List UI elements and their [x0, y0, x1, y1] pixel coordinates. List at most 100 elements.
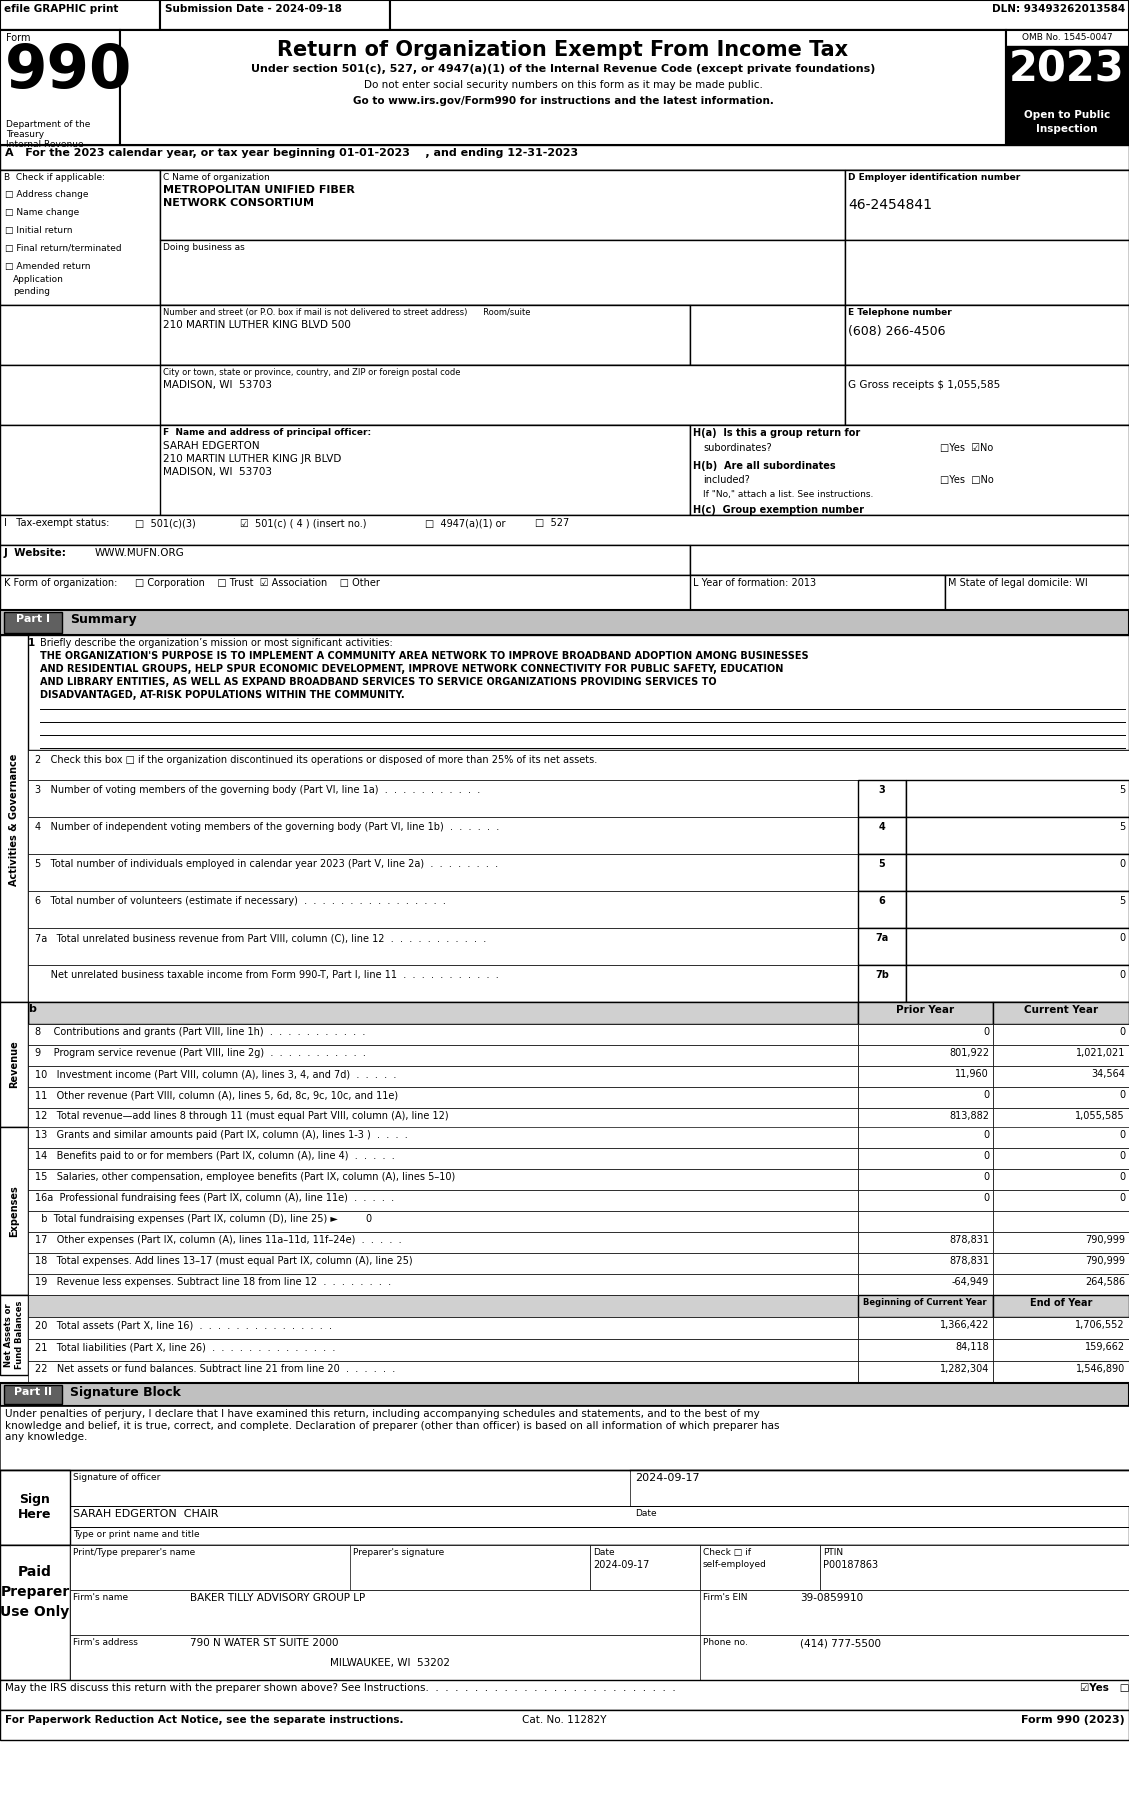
Text: 7b: 7b	[875, 970, 889, 980]
Text: Under section 501(c), 527, or 4947(a)(1) of the Internal Revenue Code (except pr: Under section 501(c), 527, or 4947(a)(1)…	[251, 64, 875, 75]
Bar	[858, 1190, 994, 1211]
Text: DISADVANTAGED, AT-RISK POPULATIONS WITHIN THE COMMUNITY.: DISADVANTAGED, AT-RISK POPULATIONS WITHI…	[40, 689, 404, 700]
Text: H(b)  Are all subordinates: H(b) Are all subordinates	[693, 460, 835, 471]
Text: 5: 5	[1119, 786, 1124, 795]
Text: □ Address change: □ Address change	[5, 189, 88, 198]
Bar	[690, 426, 1129, 515]
Text: H(c)  Group exemption number: H(c) Group exemption number	[693, 506, 864, 515]
Bar	[690, 306, 844, 366]
Text: Inspection: Inspection	[1036, 124, 1097, 135]
Bar	[0, 575, 1129, 609]
Bar	[28, 1044, 858, 1066]
Bar	[390, 0, 1129, 29]
Text: Form 990 (2023): Form 990 (2023)	[1022, 1715, 1124, 1724]
Text: Preparer's signature: Preparer's signature	[353, 1548, 444, 1557]
Text: □  501(c)(3): □ 501(c)(3)	[135, 518, 195, 528]
Bar	[28, 1128, 858, 1148]
Text: City or town, state or province, country, and ZIP or foreign postal code: City or town, state or province, country…	[163, 367, 461, 377]
Text: 20   Total assets (Part X, line 16)  .  .  .  .  .  .  .  .  .  .  .  .  .  .  .: 20 Total assets (Part X, line 16) . . . …	[35, 1321, 332, 1330]
Bar	[994, 1088, 1129, 1108]
Text: 0: 0	[983, 1028, 989, 1037]
Text: B  Check if applicable:: B Check if applicable:	[5, 173, 105, 182]
Bar	[994, 1024, 1129, 1044]
Text: Part II: Part II	[14, 1388, 52, 1397]
Bar	[844, 240, 1129, 306]
Text: subordinates?: subordinates?	[703, 444, 771, 453]
Bar	[858, 1148, 994, 1170]
Bar	[905, 817, 1129, 853]
Bar	[858, 1108, 994, 1130]
Bar	[0, 146, 1129, 169]
Text: Date: Date	[593, 1548, 614, 1557]
Bar	[905, 928, 1129, 966]
Text: 990: 990	[5, 42, 132, 102]
Text: DLN: 93493262013584: DLN: 93493262013584	[991, 4, 1124, 15]
Text: ☑  501(c) ( 4 ) (insert no.): ☑ 501(c) ( 4 ) (insert no.)	[240, 518, 367, 528]
Bar	[844, 306, 1129, 366]
Bar	[590, 1544, 700, 1590]
Text: (414) 777-5500: (414) 777-5500	[800, 1637, 881, 1648]
Bar	[0, 0, 160, 29]
Bar	[820, 1544, 1129, 1590]
Text: Do not enter social security numbers on this form as it may be made public.: Do not enter social security numbers on …	[364, 80, 762, 89]
Bar	[28, 1148, 858, 1170]
Text: 159,662: 159,662	[1085, 1342, 1124, 1352]
Text: THE ORGANIZATION'S PURPOSE IS TO IMPLEMENT A COMMUNITY AREA NETWORK TO IMPROVE B: THE ORGANIZATION'S PURPOSE IS TO IMPLEME…	[40, 651, 808, 660]
Text: 0: 0	[1119, 1028, 1124, 1037]
Bar	[0, 1002, 28, 1128]
Bar	[1006, 29, 1129, 146]
Text: 0: 0	[983, 1130, 989, 1141]
Text: METROPOLITAN UNIFIED FIBER: METROPOLITAN UNIFIED FIBER	[163, 186, 355, 195]
Bar	[0, 29, 1129, 146]
Bar	[700, 1544, 820, 1590]
Bar	[0, 1710, 1129, 1741]
Text: 6   Total number of volunteers (estimate if necessary)  .  .  .  .  .  .  .  .  : 6 Total number of volunteers (estimate i…	[35, 897, 446, 906]
Text: 7a   Total unrelated business revenue from Part VIII, column (C), line 12  .  . : 7a Total unrelated business revenue from…	[35, 933, 487, 942]
Text: 7a: 7a	[875, 933, 889, 942]
Bar	[28, 928, 1129, 966]
Bar	[160, 0, 390, 29]
Bar	[700, 1590, 1129, 1635]
Text: If "No," attach a list. See instructions.: If "No," attach a list. See instructions…	[703, 489, 874, 498]
Text: Net unrelated business taxable income from Form 990-T, Part I, line 11  .  .  . : Net unrelated business taxable income fr…	[35, 970, 499, 980]
Text: 1,706,552: 1,706,552	[1076, 1321, 1124, 1330]
Bar	[160, 306, 690, 366]
Text: 18   Total expenses. Add lines 13–17 (must equal Part IX, column (A), line 25): 18 Total expenses. Add lines 13–17 (must…	[35, 1255, 412, 1266]
Bar	[0, 1544, 70, 1681]
Bar	[858, 928, 905, 966]
Bar	[28, 1295, 858, 1317]
Bar	[844, 366, 1129, 426]
Text: 1,366,422: 1,366,422	[939, 1321, 989, 1330]
Text: Check □ if: Check □ if	[703, 1548, 751, 1557]
Text: 5: 5	[1119, 897, 1124, 906]
Bar	[28, 1066, 858, 1088]
Bar	[28, 1273, 858, 1295]
Bar	[120, 29, 1006, 146]
Bar	[0, 306, 1129, 366]
Text: E Telephone number: E Telephone number	[848, 307, 952, 317]
Text: Type or print name and title: Type or print name and title	[73, 1530, 200, 1539]
Bar	[0, 1681, 1129, 1710]
Text: pending: pending	[14, 287, 50, 296]
Text: SARAH EDGERTON: SARAH EDGERTON	[163, 440, 260, 451]
Bar	[28, 1361, 858, 1382]
Text: Department of the: Department of the	[6, 120, 90, 129]
Text: 16a  Professional fundraising fees (Part IX, column (A), line 11e)  .  .  .  .  : 16a Professional fundraising fees (Part …	[35, 1193, 394, 1202]
Bar	[28, 966, 1129, 1002]
Text: Firm's name: Firm's name	[73, 1593, 128, 1603]
Text: ☑Yes   □No: ☑Yes □No	[1080, 1683, 1129, 1693]
Bar	[70, 1635, 1129, 1681]
Bar	[28, 817, 1129, 853]
Bar	[0, 169, 1129, 306]
Text: 15   Salaries, other compensation, employee benefits (Part IX, column (A), lines: 15 Salaries, other compensation, employe…	[35, 1171, 455, 1182]
Text: □ Corporation    □ Trust  ☑ Association    □ Other: □ Corporation □ Trust ☑ Association □ Ot…	[135, 578, 379, 588]
Bar	[0, 1382, 1129, 1406]
Text: AND RESIDENTIAL GROUPS, HELP SPUR ECONOMIC DEVELOPMENT, IMPROVE NETWORK CONNECTI: AND RESIDENTIAL GROUPS, HELP SPUR ECONOM…	[40, 664, 784, 675]
Bar	[858, 1044, 994, 1066]
Text: □  4947(a)(1) or: □ 4947(a)(1) or	[425, 518, 506, 528]
Text: 2024-09-17: 2024-09-17	[593, 1561, 649, 1570]
Bar	[0, 366, 1129, 426]
Bar	[858, 1024, 994, 1044]
Text: BAKER TILLY ADVISORY GROUP LP: BAKER TILLY ADVISORY GROUP LP	[190, 1593, 366, 1603]
Text: b: b	[28, 1004, 36, 1013]
